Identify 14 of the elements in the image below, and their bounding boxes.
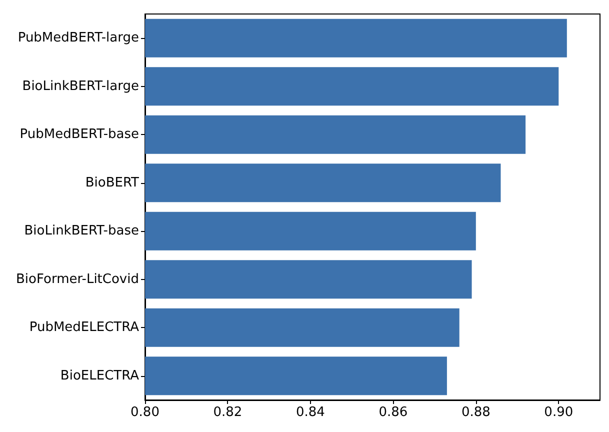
y-tick-label: PubMedBERT-base	[20, 127, 139, 142]
x-tick-label: 0.86	[378, 405, 408, 420]
y-tick-label: BioBERT	[85, 175, 140, 190]
y-tick-label: BioFormer-LitCovid	[16, 272, 139, 287]
y-tick-label: BioELECTRA	[60, 368, 140, 384]
y-tick-label: PubMedELECTRA	[29, 320, 140, 336]
x-tick-label: 0.82	[213, 405, 242, 420]
x-tick-label: 0.90	[544, 405, 574, 420]
x-tick-label: 0.84	[296, 405, 325, 420]
y-tick-label: BioLinkBERT-base	[24, 224, 139, 239]
y-tick-label: PubMedBERT-large	[18, 30, 139, 46]
y-tick-label: BioLinkBERT-large	[22, 78, 139, 94]
x-tick-label: 0.80	[130, 405, 160, 420]
x-tick-label: 0.88	[461, 405, 490, 420]
